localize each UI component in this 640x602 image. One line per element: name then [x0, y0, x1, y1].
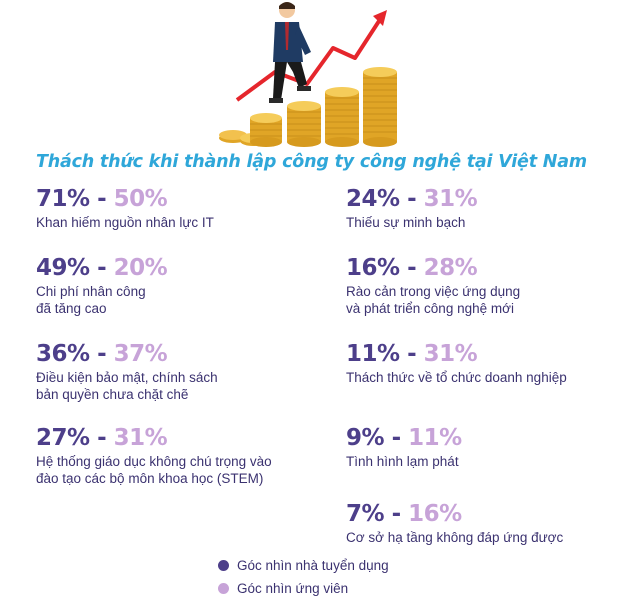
challenge-item: 16% - 28% Rào cản trong việc ứng dụng và …: [346, 254, 520, 317]
candidate-value: 50%: [113, 186, 168, 212]
arrow-head: [373, 10, 387, 26]
challenge-label: Thiếu sự minh bạch: [346, 215, 466, 230]
legend-item-employer: Góc nhìn nhà tuyển dụng: [218, 556, 389, 575]
challenge-label: Thách thức về tổ chức doanh nghiệp: [346, 370, 567, 385]
challenge-item: 49% - 20% Chi phí nhân công đã tăng cao: [36, 254, 168, 317]
growth-illustration: [219, 2, 397, 147]
businessman-figure: [269, 2, 311, 103]
value-separator: -: [89, 255, 114, 281]
challenge-item: 27% - 31% Hệ thống giáo dục không chú trọ…: [36, 424, 272, 487]
candidate-value: 20%: [113, 255, 168, 281]
value-separator: -: [384, 501, 409, 527]
employer-value: 24%: [346, 186, 400, 212]
challenge-label: Khan hiếm nguồn nhân lực IT: [36, 215, 214, 230]
challenge-label: Hệ thống giáo dục không chú trọng vào đà…: [36, 454, 272, 486]
legend-dot-candidate: [218, 583, 229, 594]
employer-value: 49%: [36, 255, 90, 281]
challenge-item: 71% - 50% Khan hiếm nguồn nhân lực IT: [36, 185, 214, 231]
value-separator: -: [384, 425, 409, 451]
challenge-values: 24% - 31%: [346, 185, 478, 213]
legend-dot-employer: [218, 560, 229, 571]
challenge-values: 71% - 50%: [36, 185, 214, 213]
employer-value: 9%: [346, 425, 385, 451]
legend-label-employer: Góc nhìn nhà tuyển dụng: [237, 558, 389, 573]
challenge-item: 9% - 11% Tình hình lạm phát: [346, 424, 462, 470]
challenge-item: 7% - 16% Cơ sở hạ tầng không đáp ứng được: [346, 500, 563, 546]
challenge-values: 11% - 31%: [346, 340, 567, 368]
employer-value: 7%: [346, 501, 385, 527]
candidate-value: 37%: [113, 341, 168, 367]
challenge-item: 36% - 37% Điều kiện bảo mật, chính sách b…: [36, 340, 218, 403]
value-separator: -: [399, 341, 424, 367]
challenge-label: Tình hình lạm phát: [346, 454, 459, 469]
employer-value: 11%: [346, 341, 400, 367]
candidate-value: 11%: [408, 425, 462, 451]
challenge-values: 27% - 31%: [36, 424, 272, 452]
challenge-label: Chi phí nhân công đã tăng cao: [36, 284, 146, 316]
rising-arrow: [235, 16, 383, 102]
value-separator: -: [89, 186, 114, 212]
chart-title: Thách thức khi thành lập công ty công ng…: [36, 152, 587, 172]
challenge-label: Cơ sở hạ tầng không đáp ứng được: [346, 530, 564, 545]
value-separator: -: [399, 255, 424, 281]
value-separator: -: [89, 425, 114, 451]
employer-value: 36%: [36, 341, 90, 367]
candidate-value: 31%: [113, 425, 168, 451]
challenge-item: 11% - 31% Thách thức về tổ chức doanh ngh…: [346, 340, 567, 386]
employer-value: 16%: [346, 255, 400, 281]
employer-value: 71%: [36, 186, 90, 212]
challenge-values: 36% - 37%: [36, 340, 218, 368]
challenge-values: 7% - 16%: [346, 500, 563, 528]
employer-value: 27%: [36, 425, 90, 451]
challenge-values: 16% - 28%: [346, 254, 520, 282]
legend-item-candidate: Góc nhìn ứng viên: [218, 579, 389, 598]
candidate-value: 28%: [423, 255, 478, 281]
legend: Góc nhìn nhà tuyển dụng Góc nhìn ứng viê…: [218, 556, 389, 602]
challenge-values: 9% - 11%: [346, 424, 462, 452]
challenge-item: 24% - 31% Thiếu sự minh bạch: [346, 185, 478, 231]
challenge-label: Rào cản trong việc ứng dụng và phát triể…: [346, 284, 521, 316]
challenge-label: Điều kiện bảo mật, chính sách bản quyền …: [36, 370, 218, 402]
coin-stacks: [219, 67, 397, 147]
challenge-values: 49% - 20%: [36, 254, 168, 282]
candidate-value: 31%: [423, 186, 478, 212]
value-separator: -: [89, 341, 114, 367]
candidate-value: 31%: [423, 341, 478, 367]
candidate-value: 16%: [408, 501, 462, 527]
value-separator: -: [399, 186, 424, 212]
legend-label-candidate: Góc nhìn ứng viên: [237, 581, 349, 596]
